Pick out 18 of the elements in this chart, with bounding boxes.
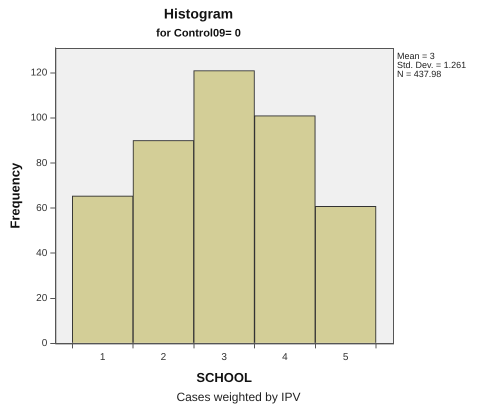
y-axis-title: Frequency	[7, 162, 22, 229]
y-tick-label: 60	[36, 202, 48, 214]
x-tick-label: 5	[342, 352, 349, 364]
text: Cases weighted by IPV	[175, 390, 302, 404]
x-axis-title: SCHOOL	[196, 370, 252, 385]
y-tick-label: 120	[30, 68, 48, 79]
y-tick-label: 80	[36, 158, 48, 169]
x-tick-label: 2	[160, 352, 167, 364]
chart-title: Histogram	[164, 5, 234, 22]
chart-subtitle: for Control09= 0	[156, 27, 241, 40]
y-tick-label: 100	[30, 112, 48, 124]
x-tick-label: 4	[282, 352, 288, 364]
x-tick-label: 1	[100, 352, 106, 364]
y-tick-label: 20	[36, 293, 48, 304]
y-tick-label: 40	[36, 248, 48, 259]
y-tick-label: 0	[42, 338, 48, 350]
text: Mean = 3 Std. Dev. = 1.261 N = 437.98	[397, 50, 466, 79]
x-tick-label: 3	[221, 352, 228, 364]
